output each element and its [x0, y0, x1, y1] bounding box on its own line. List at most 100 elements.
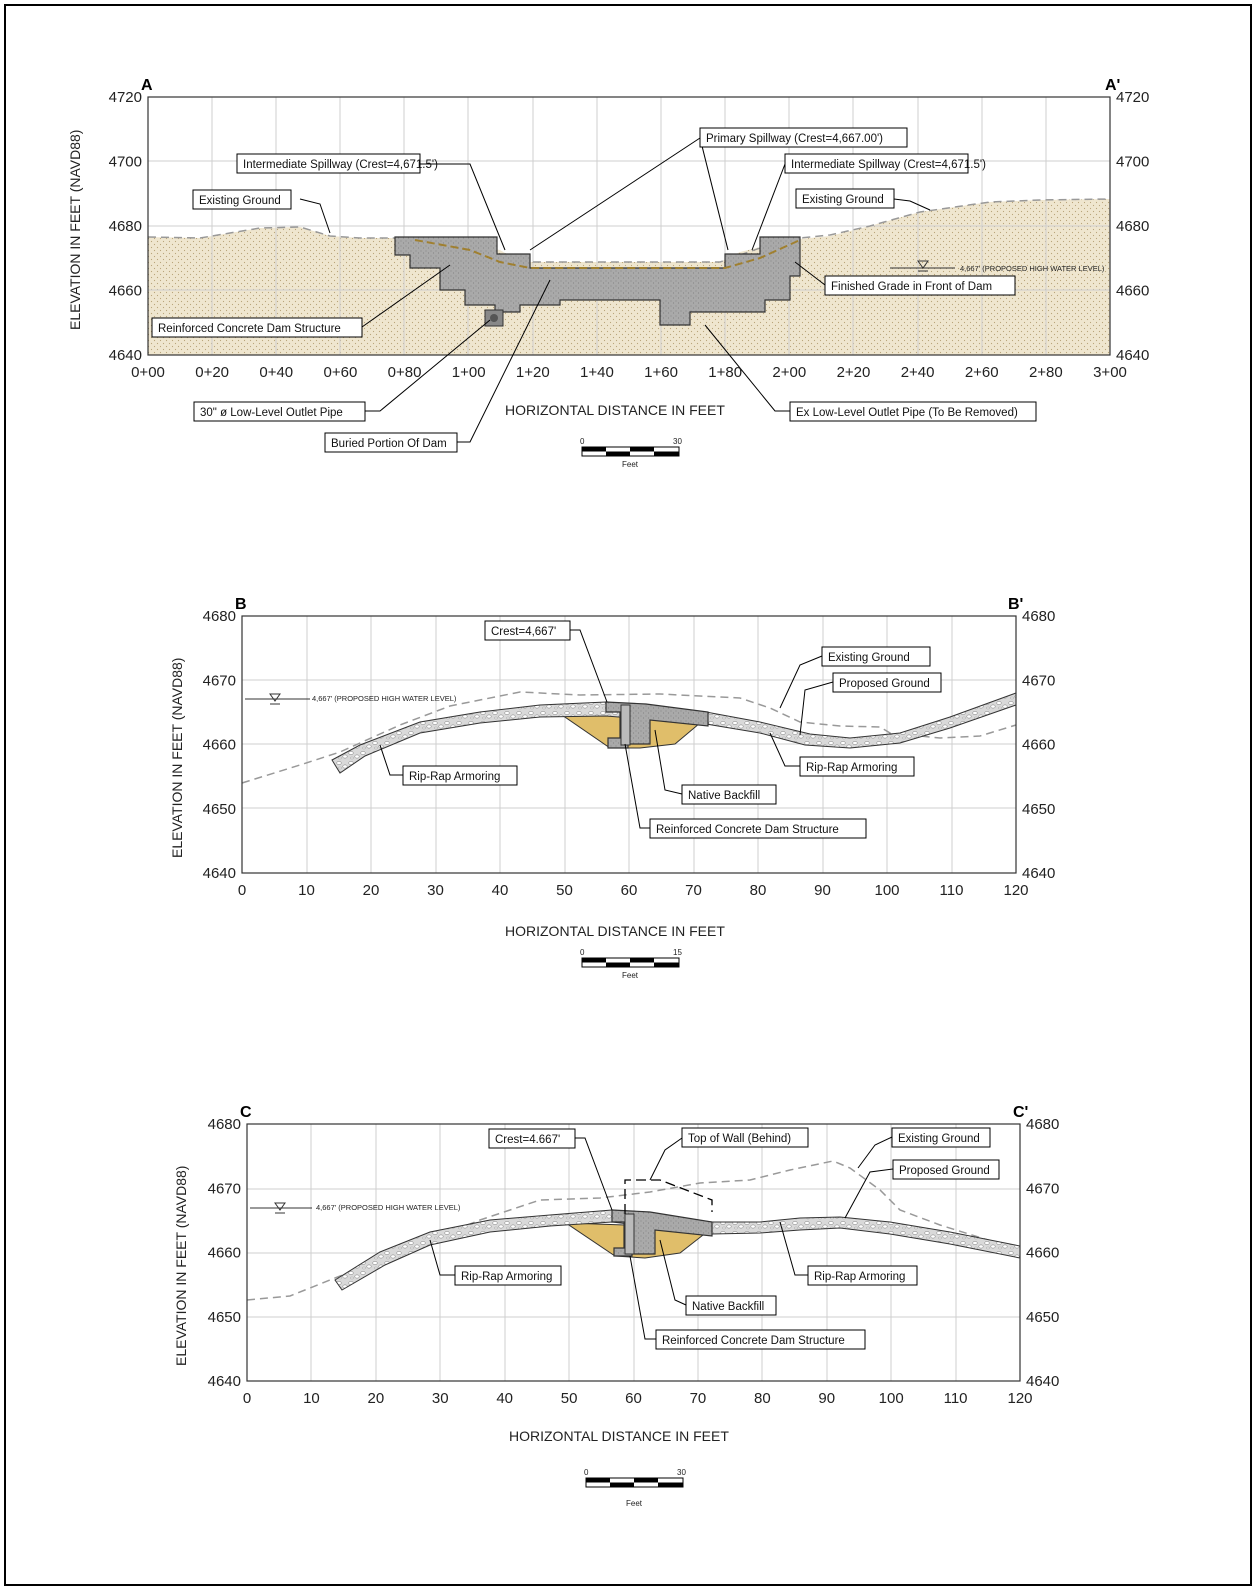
y-tick-label: 4670: [1026, 1180, 1059, 1197]
x-tick-label: 100: [879, 1390, 904, 1407]
scale-b-zero: 0: [580, 948, 585, 957]
callout-crest-c: Crest=4.667': [488, 1128, 576, 1149]
callout-outlet-30-a: 30" ø Low-Level Outlet Pipe: [193, 401, 366, 422]
section-c-x-ticks: 0 10 20 30 40 50 60 70 80 90 100 110 120: [243, 1390, 1033, 1407]
callout-text: Reinforced Concrete Dam Structure: [158, 323, 341, 335]
sheet-border: [4, 4, 1252, 1586]
section-a-xlabel: HORIZONTAL DISTANCE IN FEET: [505, 402, 725, 418]
callout-text: 30" ø Low-Level Outlet Pipe: [200, 407, 343, 419]
section-a-y-ticks-right: 4720 4700 4680 4660 4640: [1116, 89, 1149, 364]
leaders-a: [299, 137, 931, 443]
callout-text: Rip-Rap Armoring: [814, 1271, 905, 1283]
section-b-right-label: B': [1008, 596, 1023, 613]
callout-text: Intermediate Spillway (Crest=4,671.5'): [791, 159, 986, 171]
top-of-wall-c: [624, 1179, 713, 1214]
section-b-left-label: B: [235, 596, 247, 613]
x-tick-label: 1+60: [644, 364, 678, 381]
callout-existing-ground-right-a: Existing Ground: [795, 188, 895, 209]
callout-finished-grade-a: Finished Grade in Front of Dam: [824, 275, 1016, 296]
section-a-ylabel: ELEVATION IN FEET (NAVD88): [67, 130, 83, 330]
y-tick-label: 4660: [1116, 283, 1149, 300]
x-tick-label: 80: [754, 1390, 771, 1407]
x-tick-label: 120: [1007, 1390, 1032, 1407]
callout-text: Proposed Ground: [839, 678, 930, 690]
callout-riprap-left-c: Rip-Rap Armoring: [454, 1265, 562, 1286]
section-a-right-label: A': [1105, 77, 1120, 94]
scale-c-max: 30: [677, 1468, 686, 1477]
callout-text: Existing Ground: [898, 1133, 980, 1145]
callout-existing-ground-left-a: Existing Ground: [192, 189, 292, 210]
callout-riprap-right-c: Rip-Rap Armoring: [807, 1265, 918, 1286]
y-tick-label: 4680: [109, 218, 142, 235]
x-tick-label: 10: [303, 1390, 320, 1407]
callout-existing-ground-c: Existing Ground: [891, 1127, 991, 1148]
x-tick-label: 120: [1003, 882, 1028, 899]
callout-text: Existing Ground: [828, 652, 910, 664]
dam-wall-c: [624, 1213, 635, 1255]
section-c-left-label: C: [240, 1104, 252, 1121]
y-tick-label: 4660: [208, 1245, 241, 1262]
x-tick-label: 70: [690, 1390, 707, 1407]
y-tick-label: 4670: [203, 672, 236, 689]
x-tick-label: 1+80: [708, 364, 742, 381]
y-tick-label: 4640: [1026, 1373, 1059, 1390]
y-tick-label: 4680: [1022, 608, 1055, 625]
leaders-b: [379, 629, 834, 829]
x-tick-label: 0: [243, 1390, 251, 1407]
callout-text: Intermediate Spillway (Crest=4,671.5'): [243, 159, 438, 171]
section-b-ylabel: ELEVATION IN FEET (NAVD88): [169, 658, 185, 858]
y-tick-label: 4680: [203, 608, 236, 625]
section-c-right-label: C': [1013, 1104, 1028, 1121]
y-tick-label: 4660: [109, 283, 142, 300]
callout-text: Primary Spillway (Crest=4,667.00'): [706, 133, 883, 145]
section-b-y-ticks-right: 4680 4670 4660 4650 4640: [1022, 608, 1055, 882]
leaders-c: [429, 1136, 894, 1340]
x-tick-label: 60: [621, 882, 638, 899]
x-tick-label: 110: [944, 1390, 968, 1407]
x-tick-label: 50: [561, 1390, 578, 1407]
scale-c-zero: 0: [584, 1468, 589, 1477]
callout-buried-a: Buried Portion Of Dam: [324, 432, 458, 453]
plot-frame-a: [147, 96, 1111, 356]
callout-proposed-ground-c: Proposed Ground: [892, 1159, 1000, 1180]
section-b-y-ticks-left: 4680 4670 4660 4650 4640: [203, 608, 236, 882]
section-a: [147, 96, 1111, 443]
y-tick-label: 4680: [1026, 1116, 1059, 1133]
x-tick-label: 20: [367, 1390, 384, 1407]
section-b: [241, 615, 1017, 874]
callout-reinforced-b: Reinforced Concrete Dam Structure: [649, 818, 867, 839]
y-tick-label: 4670: [1022, 672, 1055, 689]
y-tick-label: 4640: [1022, 865, 1055, 882]
y-tick-label: 4640: [203, 865, 236, 882]
plot-frame-b: [241, 615, 1017, 874]
section-c-water-level-label: 4,667' (PROPOSED HIGH WATER LEVEL): [316, 1203, 461, 1212]
section-a-x-ticks: 0+00 0+20 0+40 0+60 0+80 1+00 1+20 1+40 1+60 1+80…: [131, 364, 1127, 381]
callout-text: Top of Wall (Behind): [688, 1133, 791, 1145]
scale-bar-c: 0 30 Feet: [584, 1468, 686, 1508]
y-tick-label: 4700: [109, 154, 142, 171]
section-b-water-level-label: 4,667' (PROPOSED HIGH WATER LEVEL): [312, 694, 457, 703]
finished-grade-a: [414, 239, 801, 269]
callout-crest-b: Crest=4,667': [484, 620, 571, 641]
x-tick-label: 2+40: [901, 364, 935, 381]
x-tick-label: 90: [818, 1390, 835, 1407]
dam-wall-b: [620, 704, 631, 746]
x-tick-label: 1+20: [516, 364, 550, 381]
existing-ground-line-a: [147, 198, 1111, 263]
x-tick-label: 90: [814, 882, 831, 899]
x-tick-label: 3+00: [1093, 364, 1127, 381]
y-tick-label: 4720: [109, 89, 142, 106]
section-a-water-level-label: 4,667' (PROPOSED HIGH WATER LEVEL): [960, 264, 1105, 273]
callout-intermediate-right-a: Intermediate Spillway (Crest=4,671.5'): [784, 153, 986, 174]
plot-frame-c: [246, 1123, 1021, 1382]
scale-a-unit: Feet: [622, 460, 639, 469]
callout-intermediate-left-a: Intermediate Spillway (Crest=4,671.5'): [236, 153, 438, 174]
x-tick-label: 30: [427, 882, 444, 899]
x-tick-label: 1+40: [580, 364, 614, 381]
callout-native-c: Native Backfill: [685, 1295, 777, 1316]
callout-existing-ground-b: Existing Ground: [821, 646, 931, 667]
x-tick-label: 40: [492, 882, 509, 899]
callout-text: Reinforced Concrete Dam Structure: [656, 824, 839, 836]
section-a-left-label: A: [141, 77, 153, 94]
y-tick-label: 4650: [203, 801, 236, 818]
